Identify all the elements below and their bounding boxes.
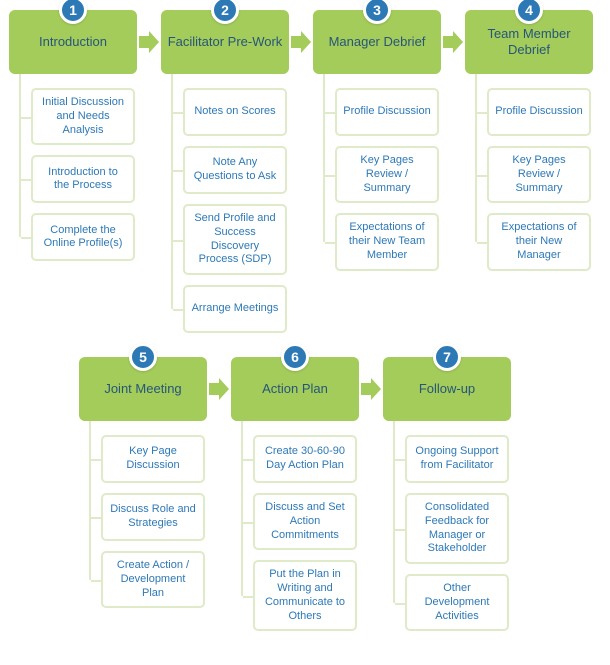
flow-row-2: 5 Joint Meeting Key Page Discussion Disc… <box>8 357 602 631</box>
step-5-item-3: Create Action / Development Plan <box>101 551 205 608</box>
step-3-stem: Profile Discussion Key Pages Review / Su… <box>313 74 441 271</box>
step-7-title: Follow-up <box>419 381 475 397</box>
step-1-title: Introduction <box>39 34 107 50</box>
step-4-badge: 4 <box>515 0 543 24</box>
step-6-item-1: Create 30-60-90 Day Action Plan <box>253 435 357 483</box>
step-1-item-3: Complete the Online Profile(s) <box>31 213 135 261</box>
step-5-item-1: Key Page Discussion <box>101 435 205 483</box>
arrow-icon <box>208 357 230 421</box>
step-2-title: Facilitator Pre-Work <box>168 34 283 50</box>
step-3-item-2: Key Pages Review / Summary <box>335 146 439 203</box>
step-6-stem: Create 30-60-90 Day Action Plan Discuss … <box>231 421 359 631</box>
step-2-header: 2 Facilitator Pre-Work <box>161 10 289 74</box>
step-4-item-1: Profile Discussion <box>487 88 591 136</box>
step-7: 7 Follow-up Ongoing Support from Facilit… <box>382 357 512 631</box>
step-4-header: 4 Team Member Debrief <box>465 10 593 74</box>
step-5-badge: 5 <box>129 343 157 371</box>
step-5-header: 5 Joint Meeting <box>79 357 207 421</box>
step-5-item-2: Discuss Role and Strategies <box>101 493 205 541</box>
step-6-item-2: Discuss and Set Action Commitments <box>253 493 357 550</box>
flow-row-1: 1 Introduction Initial Discussion and Ne… <box>8 10 602 333</box>
step-2-item-2: Note Any Questions to Ask <box>183 146 287 194</box>
step-3-items: Profile Discussion Key Pages Review / Su… <box>313 74 441 271</box>
step-3-title: Manager Debrief <box>329 34 426 50</box>
step-7-item-2: Consolidated Feedback for Manager or Sta… <box>405 493 509 564</box>
step-3-header: 3 Manager Debrief <box>313 10 441 74</box>
arrow-icon <box>290 10 312 74</box>
step-1-items: Initial Discussion and Needs Analysis In… <box>9 74 137 261</box>
step-3-item-3: Expectations of their New Team Member <box>335 213 439 270</box>
step-2-items: Notes on Scores Note Any Questions to As… <box>161 74 289 333</box>
step-2-stem: Notes on Scores Note Any Questions to As… <box>161 74 289 333</box>
step-5-stem: Key Page Discussion Discuss Role and Str… <box>79 421 207 608</box>
step-7-items: Ongoing Support from Facilitator Consoli… <box>383 421 511 631</box>
step-3-item-1: Profile Discussion <box>335 88 439 136</box>
step-2-badge: 2 <box>211 0 239 24</box>
step-6-item-3: Put the Plan in Writing and Communicate … <box>253 560 357 631</box>
step-1-badge: 1 <box>59 0 87 24</box>
step-5-items: Key Page Discussion Discuss Role and Str… <box>79 421 207 608</box>
step-4-items: Profile Discussion Key Pages Review / Su… <box>465 74 593 271</box>
step-7-header: 7 Follow-up <box>383 357 511 421</box>
step-6-items: Create 30-60-90 Day Action Plan Discuss … <box>231 421 359 631</box>
step-6-badge: 6 <box>281 343 309 371</box>
step-5: 5 Joint Meeting Key Page Discussion Disc… <box>78 357 208 608</box>
step-2-item-3: Send Profile and Success Discovery Proce… <box>183 204 287 275</box>
step-3-badge: 3 <box>363 0 391 24</box>
step-2: 2 Facilitator Pre-Work Notes on Scores N… <box>160 10 290 333</box>
step-6: 6 Action Plan Create 30-60-90 Day Action… <box>230 357 360 631</box>
step-4-item-2: Key Pages Review / Summary <box>487 146 591 203</box>
step-4: 4 Team Member Debrief Profile Discussion… <box>464 10 594 271</box>
step-1-item-2: Introduction to the Process <box>31 155 135 203</box>
step-4-item-3: Expectations of their New Manager <box>487 213 591 270</box>
step-1-item-1: Initial Discussion and Needs Analysis <box>31 88 135 145</box>
step-7-item-1: Ongoing Support from Facilitator <box>405 435 509 483</box>
arrow-icon <box>442 10 464 74</box>
arrow-icon <box>138 10 160 74</box>
step-7-item-3: Other Development Activities <box>405 574 509 631</box>
step-6-header: 6 Action Plan <box>231 357 359 421</box>
step-4-title: Team Member Debrief <box>471 26 587 57</box>
step-1: 1 Introduction Initial Discussion and Ne… <box>8 10 138 261</box>
step-5-title: Joint Meeting <box>104 381 181 397</box>
step-1-header: 1 Introduction <box>9 10 137 74</box>
step-7-stem: Ongoing Support from Facilitator Consoli… <box>383 421 511 631</box>
step-3: 3 Manager Debrief Profile Discussion Key… <box>312 10 442 271</box>
step-1-stem: Initial Discussion and Needs Analysis In… <box>9 74 137 261</box>
step-6-title: Action Plan <box>262 381 328 397</box>
arrow-icon <box>360 357 382 421</box>
step-2-item-4: Arrange Meetings <box>183 285 287 333</box>
step-2-item-1: Notes on Scores <box>183 88 287 136</box>
step-4-stem: Profile Discussion Key Pages Review / Su… <box>465 74 593 271</box>
step-7-badge: 7 <box>433 343 461 371</box>
